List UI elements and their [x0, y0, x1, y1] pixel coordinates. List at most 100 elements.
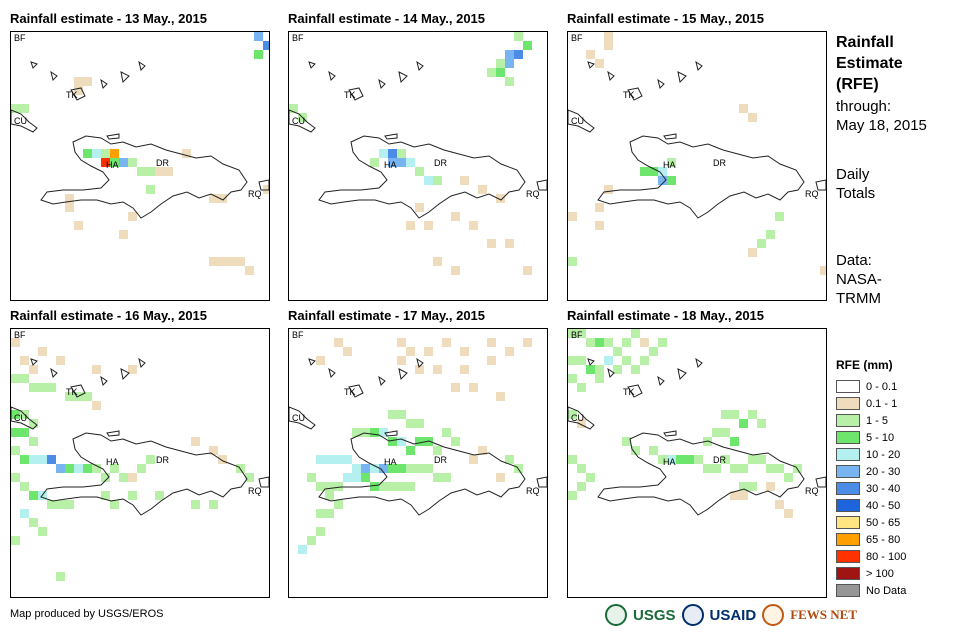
rainfall-cell — [397, 158, 406, 167]
rainfall-cell — [586, 338, 595, 347]
rainfall-cell — [397, 464, 406, 473]
tortuga-outline — [106, 430, 120, 437]
rainfall-cell — [595, 203, 604, 212]
rainfall-cell — [110, 500, 119, 509]
rainfall-overlay — [568, 32, 826, 275]
rainfall-cell — [370, 464, 379, 473]
rainfall-cell — [316, 356, 325, 365]
rainfall-cell — [110, 149, 119, 158]
rainfall-cell — [379, 464, 388, 473]
rainfall-cell — [11, 338, 20, 347]
rainfall-cell — [227, 257, 236, 266]
legend-rows: 0 - 0.1 0.1 - 1 1 - 5 5 - 10 10 - 20 20 - 30 3… — [836, 378, 906, 599]
puerto-rico-outline — [536, 476, 547, 488]
data-line1: Data: — [836, 252, 872, 269]
rainfall-cell — [496, 392, 505, 401]
rainfall-cell — [137, 167, 146, 176]
bahamas-island-outline — [378, 375, 386, 386]
rainfall-cell — [254, 32, 263, 41]
rainfall-cell — [604, 185, 613, 194]
rainfall-cell — [388, 482, 397, 491]
legend-swatch — [836, 499, 860, 512]
rainfall-cell — [388, 410, 397, 419]
rainfall-cell — [397, 356, 406, 365]
rainfall-cell — [56, 572, 65, 581]
rainfall-cell — [730, 464, 739, 473]
bahamas-island-outline — [657, 375, 665, 386]
rainfall-cell — [658, 176, 667, 185]
rainfall-cell — [38, 347, 47, 356]
rainfall-cell — [20, 482, 29, 491]
bahamas-island-outline — [416, 60, 424, 71]
rainfall-cell — [685, 455, 694, 464]
rainfall-cell — [820, 266, 826, 275]
rainfall-cell — [388, 149, 397, 158]
rainfall-cell — [146, 455, 155, 464]
rainfall-cell — [649, 167, 658, 176]
side-title: Rainfall Estimate (RFE) — [836, 32, 903, 95]
puerto-rico-outline — [815, 179, 826, 191]
map-frame: BF TK CU HA DR RQ — [10, 31, 270, 301]
rainfall-cell — [703, 464, 712, 473]
bahamas-island-outline — [70, 384, 86, 398]
rainfall-cell — [11, 104, 20, 113]
rainfall-cell — [128, 365, 137, 374]
label-tk: TK — [66, 90, 78, 100]
rainfall-cell — [29, 455, 38, 464]
usaid-logo: USAID — [709, 606, 757, 624]
hispaniola-outline — [40, 432, 248, 516]
hispaniola-outline — [318, 432, 526, 516]
bahamas-island-outline — [398, 71, 408, 84]
rainfall-cell — [487, 239, 496, 248]
bahamas-island-outline — [120, 368, 130, 381]
hispaniola-outline — [597, 135, 805, 219]
rainfall-cell — [568, 374, 577, 383]
hispaniola-outline — [40, 135, 248, 219]
rainfall-cell — [658, 167, 667, 176]
coastline — [11, 60, 269, 219]
rainfall-cell — [29, 518, 38, 527]
rainfall-cell — [712, 464, 721, 473]
legend-swatch — [836, 533, 860, 546]
rainfall-cell — [415, 437, 424, 446]
rainfall-cell — [370, 482, 379, 491]
puerto-rico-outline — [536, 179, 547, 191]
bahamas-island-outline — [587, 61, 595, 69]
legend-item: > 100 — [836, 565, 906, 582]
rainfall-cell — [20, 455, 29, 464]
map-frame: BF TK CU HA DR RQ — [567, 328, 827, 598]
panel-title: Rainfall estimate - 18 May., 2015 — [567, 308, 765, 323]
rainfall-cell — [721, 455, 730, 464]
rainfall-cell — [649, 347, 658, 356]
rainfall-cell — [451, 266, 460, 275]
label-tk: TK — [66, 387, 78, 397]
rainfall-cell — [739, 464, 748, 473]
rainfall-cell — [766, 230, 775, 239]
panel-title: Rainfall estimate - 16 May., 2015 — [10, 308, 208, 323]
puerto-rico-outline — [258, 179, 269, 191]
rainfall-cell — [74, 86, 83, 95]
rainfall-cell — [307, 536, 316, 545]
rainfall-cell — [289, 104, 298, 113]
rainfall-cell — [424, 176, 433, 185]
rainfall-cell — [245, 473, 254, 482]
rainfall-cell — [469, 455, 478, 464]
rainfall-cell — [83, 77, 92, 86]
legend-label: 10 - 20 — [866, 448, 901, 461]
rainfall-cell — [460, 347, 469, 356]
bahamas-island-outline — [378, 78, 386, 89]
rainfall-cell — [523, 338, 532, 347]
through-label: through: — [836, 98, 892, 115]
rainfall-cell — [568, 491, 577, 500]
bahamas-island-outline — [627, 384, 643, 398]
rainfall-cell — [38, 455, 47, 464]
legend-swatch — [836, 550, 860, 563]
rainfall-cell — [316, 509, 325, 518]
label-cu: CU — [14, 413, 27, 423]
rainfall-cell — [334, 500, 343, 509]
rainfall-cell — [11, 410, 20, 419]
side-title-line3: (RFE) — [836, 76, 879, 93]
legend-swatch — [836, 516, 860, 529]
map-frame: BF TK CU HA DR RQ — [10, 328, 270, 598]
bahamas-island-outline — [328, 367, 336, 378]
